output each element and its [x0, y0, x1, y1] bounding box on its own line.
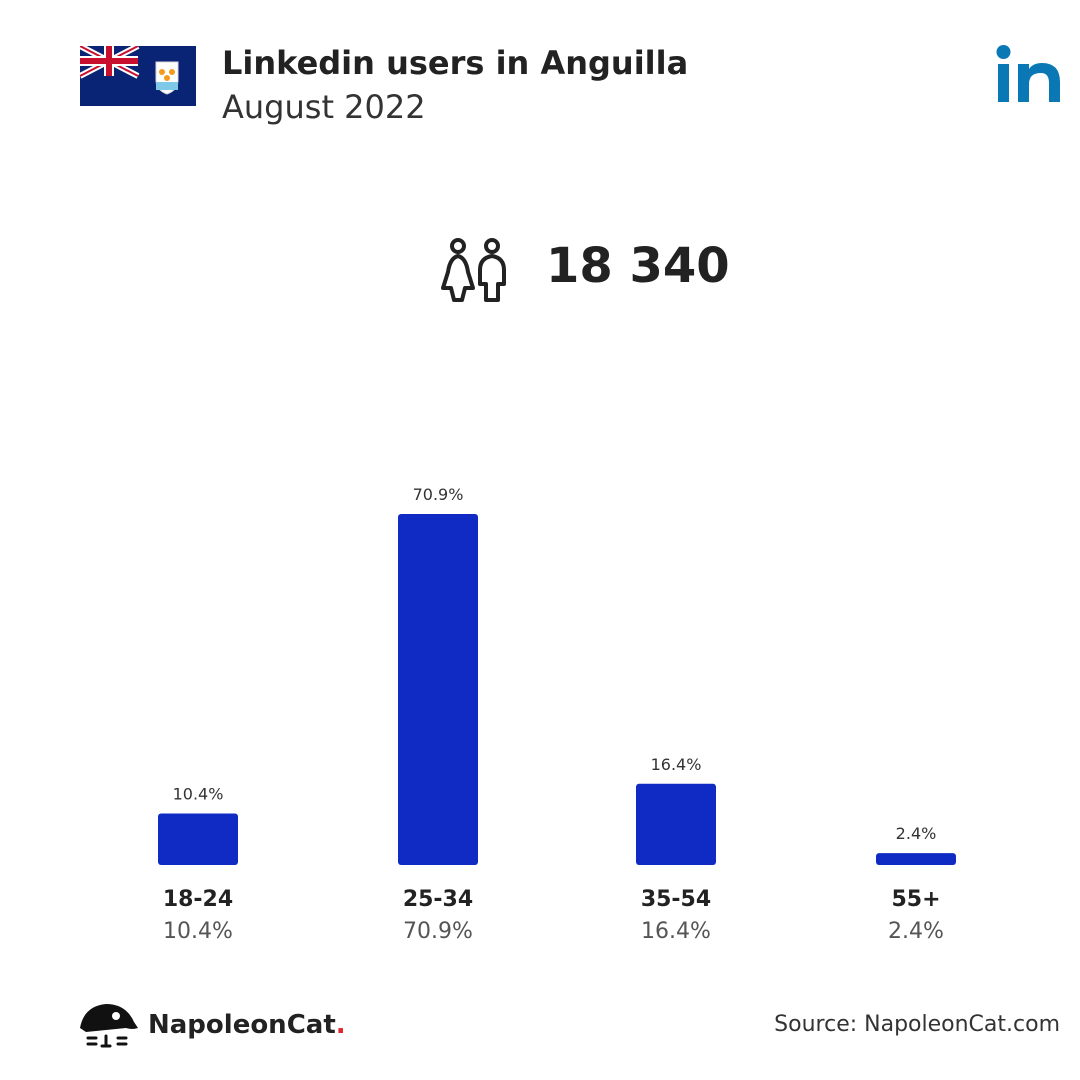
brand-name: NapoleonCat.: [148, 1010, 346, 1040]
page-title: Linkedin users in Anguilla: [222, 44, 689, 82]
bar-value-label: 2.4%: [896, 824, 937, 843]
category-label: 35-54: [641, 887, 711, 912]
category-label: 55+: [891, 887, 940, 912]
page-subtitle: August 2022: [222, 88, 426, 126]
linkedin-logo-icon: [996, 45, 1060, 102]
category-label: 25-34: [403, 887, 473, 912]
category-percent-label: 16.4%: [641, 919, 711, 944]
bar-value-label: 70.9%: [413, 485, 464, 504]
brand-dot: .: [335, 1010, 346, 1040]
bar-value-label: 10.4%: [173, 785, 224, 804]
bar-value-label: 16.4%: [651, 755, 702, 774]
bar-55+: [876, 853, 956, 865]
bar-35-54: [636, 783, 716, 865]
source-credit: Source: NapoleonCat.com: [774, 1012, 1060, 1037]
category-percent-label: 2.4%: [888, 919, 944, 944]
napoleoncat-logo-icon: [80, 1004, 138, 1048]
total-users-count: 18 340: [546, 238, 730, 294]
users-icon: [441, 238, 506, 302]
category-label: 18-24: [163, 887, 233, 912]
category-percent-label: 70.9%: [403, 919, 473, 944]
bar-25-34: [398, 514, 478, 865]
bar-18-24: [158, 813, 238, 865]
brand-name-text: NapoleonCat: [148, 1010, 336, 1040]
category-percent-label: 10.4%: [163, 919, 233, 944]
anguilla-flag-icon: [80, 46, 196, 106]
